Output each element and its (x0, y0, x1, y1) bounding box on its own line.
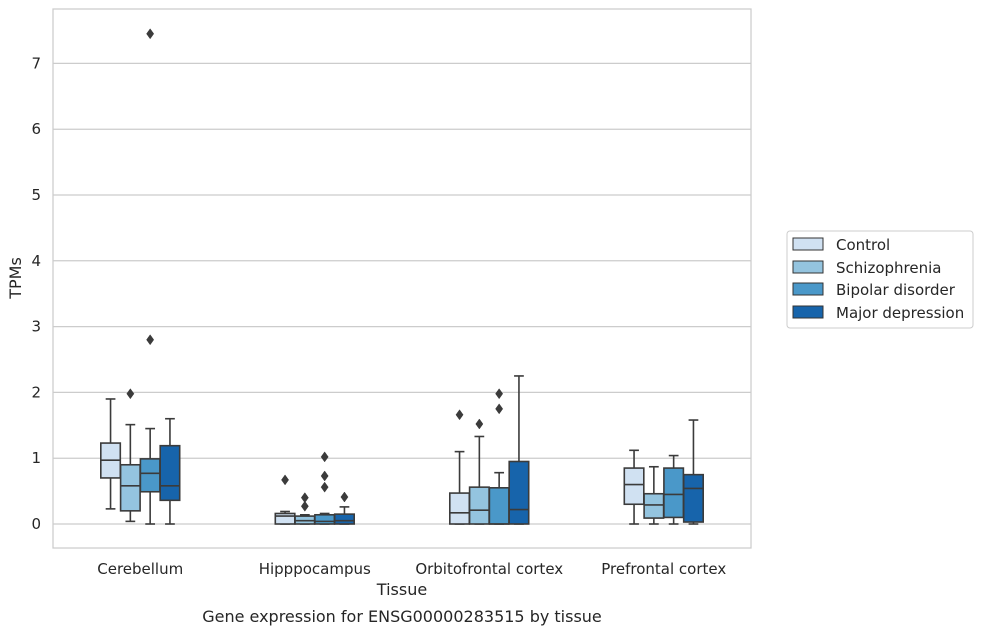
x-tick-label: Orbitofrontal cortex (415, 560, 563, 578)
outlier-point (455, 409, 464, 421)
legend-label-bipolar-disorder: Bipolar disorder (836, 281, 956, 299)
legend-swatch-control (792, 237, 824, 251)
box-iqr (159, 444, 181, 502)
legend-label-major-depression: Major depression (836, 304, 964, 322)
box-iqr (274, 512, 296, 525)
plot-area-frame (52, 8, 752, 549)
box-major-depression (682, 419, 705, 525)
outlier-point (146, 334, 155, 346)
box-bipolar-disorder (139, 28, 161, 525)
box-iqr (333, 513, 356, 525)
legend-label-schizophrenia: Schizophrenia (836, 259, 941, 277)
box-iqr (682, 473, 705, 523)
y-tick-label: 6 (31, 120, 41, 138)
legend-swatch-schizophrenia (792, 260, 824, 274)
box-iqr (663, 467, 685, 519)
boxes (100, 28, 705, 525)
box-schizophrenia (119, 388, 141, 523)
outlier-point (320, 470, 329, 482)
outlier-point (495, 403, 504, 415)
y-tick-labels: 0 1 2 3 4 5 6 7 (31, 54, 41, 533)
x-tick-label: Prefrontal cortex (601, 560, 726, 578)
outlier-point (475, 418, 484, 430)
box-control (448, 409, 471, 525)
box-iqr (468, 486, 490, 525)
legend: Control Schizophrenia Bipolar disorder M… (786, 230, 974, 329)
chart-caption: Gene expression for ENSG00000283515 by t… (202, 607, 602, 626)
box-control (100, 398, 122, 510)
box-control (623, 449, 645, 525)
outlier-point (495, 388, 504, 400)
box-major-depression (333, 491, 356, 525)
box-bipolar-disorder (488, 388, 510, 525)
box-major-depression (508, 375, 530, 525)
box-schizophrenia (468, 418, 490, 525)
outlier-point (320, 481, 329, 493)
y-tick-label: 2 (31, 383, 41, 401)
box-major-depression (159, 417, 181, 525)
outlier-point (340, 491, 349, 503)
y-tick-label: 1 (31, 449, 41, 467)
y-axis-label: TPMs (6, 257, 25, 300)
box-schizophrenia (643, 465, 665, 525)
outlier-point (320, 451, 329, 463)
box-iqr (119, 463, 141, 512)
box-iqr (508, 460, 530, 525)
outlier-point (300, 492, 309, 504)
x-axis-label: Tissue (376, 580, 427, 599)
grid-lines (53, 62, 751, 525)
outlier-point (146, 28, 155, 40)
x-tick-labels: Cerebellum Hipppocampus Orbitofrontal cort… (97, 560, 726, 578)
box-iqr (643, 492, 665, 519)
box-control (274, 474, 296, 525)
box-iqr (623, 467, 645, 506)
box-iqr (314, 513, 336, 525)
x-tick-label: Cerebellum (97, 560, 183, 578)
box-iqr (139, 458, 161, 493)
legend-swatch-major-depression (792, 305, 824, 319)
box-schizophrenia (294, 492, 316, 525)
y-tick-label: 4 (31, 252, 41, 270)
legend-frame (786, 230, 974, 329)
outlier-point (300, 500, 309, 512)
y-tick-label: 5 (31, 186, 41, 204)
x-tick-label: Hipppocampus (259, 560, 371, 578)
box-iqr (448, 492, 471, 525)
legend-label-control: Control (836, 236, 890, 254)
box-bipolar-disorder (663, 454, 685, 525)
box-iqr (488, 487, 510, 525)
outlier-point (281, 474, 289, 486)
y-tick-label: 7 (31, 54, 41, 72)
legend-swatch-bipolar-disorder (792, 282, 824, 296)
y-tick-label: 0 (31, 515, 41, 533)
box-bipolar-disorder (314, 451, 336, 525)
outlier-point (126, 388, 135, 400)
y-tick-label: 3 (31, 318, 41, 336)
